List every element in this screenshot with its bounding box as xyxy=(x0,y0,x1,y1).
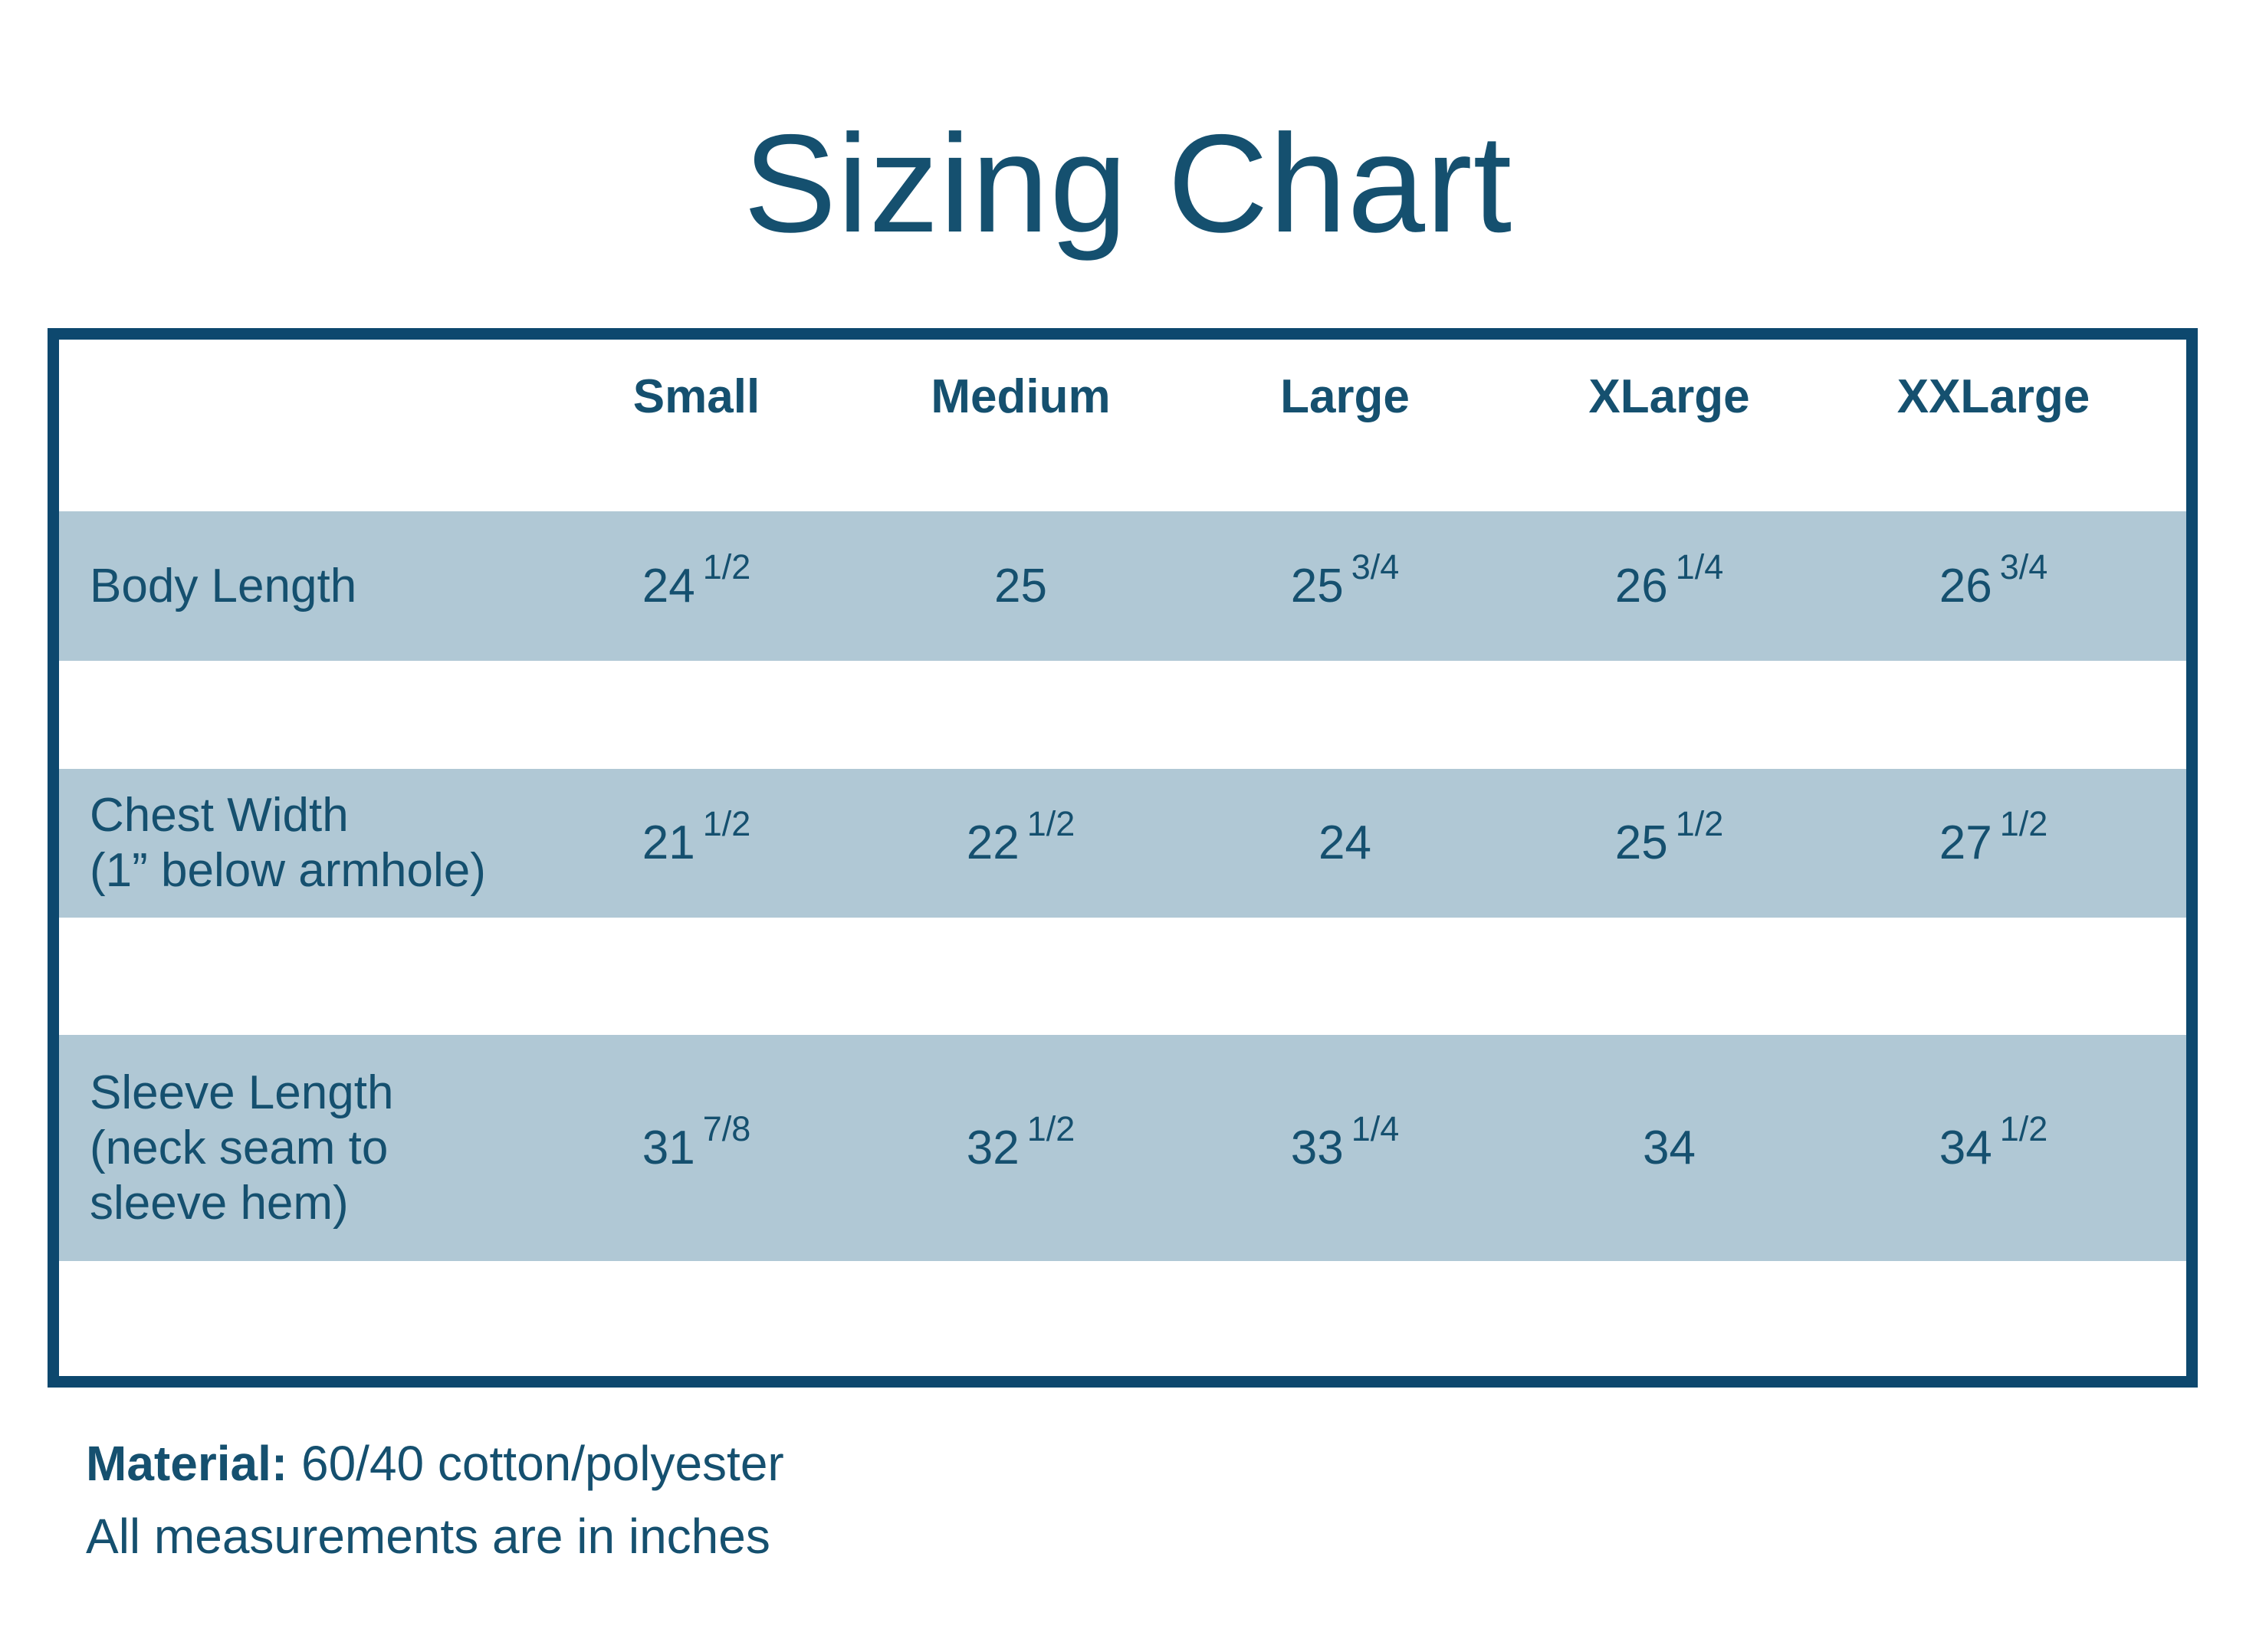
cell-sleeve-length-large: 33 1/4 xyxy=(1290,1108,1400,1174)
column-header-xxlarge: XXLarge xyxy=(1896,370,2090,423)
row-label-body-length: Body Length xyxy=(59,559,534,614)
cell-chest-width-xlarge: 25 1/2 xyxy=(1614,804,1724,869)
measurements-note: All measurements are in inches xyxy=(86,1509,770,1564)
cell-sleeve-length-xxlarge: 34 1/2 xyxy=(1939,1108,2048,1174)
header-empty-cell xyxy=(59,397,534,454)
cell-sleeve-length-medium: 32 1/2 xyxy=(966,1108,1075,1174)
table-header-row: Small Medium Large XLarge XXLarge xyxy=(59,340,2186,511)
cell-sleeve-length-small: 31 7/8 xyxy=(642,1108,751,1174)
column-header-small: Small xyxy=(632,370,760,423)
cell-chest-width-small: 21 1/2 xyxy=(642,804,751,869)
footer-notes: Material: 60/40 cotton/polyester All mea… xyxy=(86,1427,2256,1573)
material-line: Material: 60/40 cotton/polyester xyxy=(86,1427,2256,1500)
cell-chest-width-large: 24 xyxy=(1318,816,1371,869)
table-row-chest-width: Chest Width (1” below armhole) 21 1/2 22 1… xyxy=(59,769,2186,918)
material-value: 60/40 cotton/polyester xyxy=(287,1436,784,1491)
row-label-line: Body Length xyxy=(90,559,357,613)
cell-body-length-xlarge: 26 1/4 xyxy=(1614,547,1724,613)
sizing-table: Small Medium Large XLarge XXLarge Body L… xyxy=(48,328,2198,1388)
column-header-xlarge: XLarge xyxy=(1588,370,1750,423)
row-label-sleeve-length: Sleeve Length (neck seam to sleeve hem) xyxy=(59,1066,534,1231)
row-label-chest-width: Chest Width (1” below armhole) xyxy=(59,788,534,898)
material-label: Material: xyxy=(86,1436,288,1491)
row-label-line: sleeve hem) xyxy=(90,1176,349,1230)
page-title: Sizing Chart xyxy=(743,105,1513,261)
cell-sleeve-length-xlarge: 34 xyxy=(1643,1121,1696,1174)
table-row-sleeve-length: Sleeve Length (neck seam to sleeve hem) … xyxy=(59,1035,2186,1261)
cell-body-length-xxlarge: 26 3/4 xyxy=(1939,547,2048,613)
row-label-line: (1” below armhole) xyxy=(90,844,486,897)
cell-body-length-medium: 25 xyxy=(994,559,1047,613)
row-label-line: (neck seam to xyxy=(90,1121,389,1174)
row-label-line: Chest Width xyxy=(90,789,349,842)
row-spacer xyxy=(59,918,2186,1035)
column-header-medium: Medium xyxy=(931,370,1111,423)
cell-body-length-large: 25 3/4 xyxy=(1290,547,1400,613)
cell-chest-width-xxlarge: 27 1/2 xyxy=(1939,804,2048,869)
row-label-line: Sleeve Length xyxy=(90,1066,394,1119)
row-spacer xyxy=(59,661,2186,769)
column-header-large: Large xyxy=(1280,370,1410,423)
cell-body-length-small: 24 1/2 xyxy=(642,547,751,613)
cell-chest-width-medium: 22 1/2 xyxy=(966,804,1075,869)
table-row-body-length: Body Length 24 1/2 25 25 3/4 26 1/4 26 3/4 xyxy=(59,511,2186,661)
row-spacer xyxy=(59,1261,2186,1376)
